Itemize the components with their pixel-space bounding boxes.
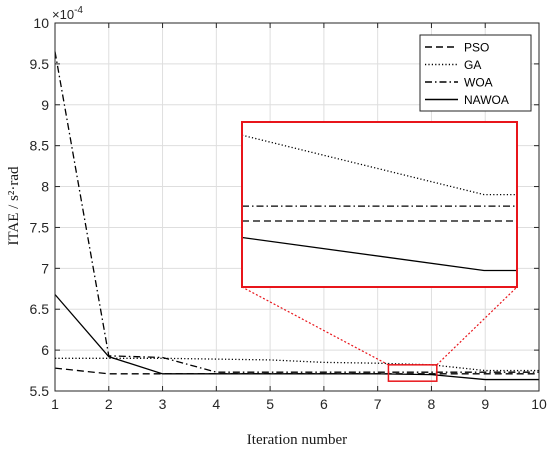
y-tick-label: 8	[41, 179, 49, 195]
plot-frame	[54, 22, 540, 392]
x-tick-label: 8	[428, 396, 436, 412]
legend-label-nawoa: NAWOA	[464, 93, 509, 107]
y-tick-label: 5.5	[30, 383, 50, 399]
zoom-box	[387, 364, 438, 382]
series-line-woa	[54, 51, 539, 373]
y-multiplier-label: ×10-4	[52, 5, 83, 22]
x-axis-ticks: 1 2 3 4 5 6 7 8 9 10	[51, 23, 547, 412]
y-tick-label: 6	[41, 342, 49, 358]
legend-label-woa: WOA	[464, 76, 493, 90]
zoom-connector-left	[241, 286, 389, 366]
inset-frame	[241, 121, 518, 288]
x-tick-label: 4	[212, 396, 220, 412]
series-lines	[54, 51, 539, 381]
series-line-nawoa	[54, 294, 539, 381]
y-tick-label: 7	[41, 260, 49, 276]
y-tick-label: 7.5	[30, 219, 50, 235]
inset-line-nawoa	[241, 236, 517, 272]
legend-label-pso: PSO	[464, 41, 489, 55]
y-axis-ticks: 5.5 6 6.5 7 7.5 8 8.5 9 9.5 10	[30, 15, 539, 399]
y-tick-label: 8.5	[30, 138, 50, 154]
x-axis-title: Iteration number	[247, 432, 347, 448]
zoom-indicator	[241, 286, 518, 382]
x-tick-label: 7	[374, 396, 382, 412]
x-tick-label: 10	[531, 396, 547, 412]
zoom-connector-right	[436, 286, 518, 366]
zoom-inset	[241, 121, 518, 288]
x-tick-label: 2	[105, 396, 113, 412]
x-tick-label: 6	[320, 396, 328, 412]
y-tick-label: 9	[41, 97, 49, 113]
inset-line-ga	[241, 134, 517, 196]
y-tick-label: 6.5	[30, 301, 50, 317]
legend: PSO GA WOA NAWOA	[419, 34, 532, 112]
y-tick-label: 10	[33, 15, 49, 31]
x-tick-label: 5	[266, 396, 274, 412]
x-tick-label: 1	[51, 396, 59, 412]
legend-label-ga: GA	[464, 58, 481, 72]
x-tick-label: 9	[481, 396, 489, 412]
y-axis-title: ITAE / s²·rad	[6, 166, 22, 246]
series-line-ga	[55, 357, 539, 372]
x-tick-label: 3	[159, 396, 167, 412]
y-tick-label: 9.5	[30, 56, 50, 72]
inset-background	[242, 122, 517, 287]
